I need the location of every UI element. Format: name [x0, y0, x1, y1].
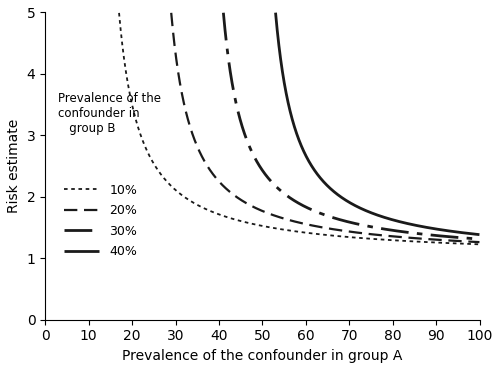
- Text: Prevalence of the
confounder in
   group B: Prevalence of the confounder in group B: [58, 92, 161, 135]
- Y-axis label: Risk estimate: Risk estimate: [7, 119, 21, 213]
- Legend: 10%, 20%, 30%, 40%: 10%, 20%, 30%, 40%: [64, 184, 138, 258]
- X-axis label: Prevalence of the confounder in group A: Prevalence of the confounder in group A: [122, 349, 402, 363]
